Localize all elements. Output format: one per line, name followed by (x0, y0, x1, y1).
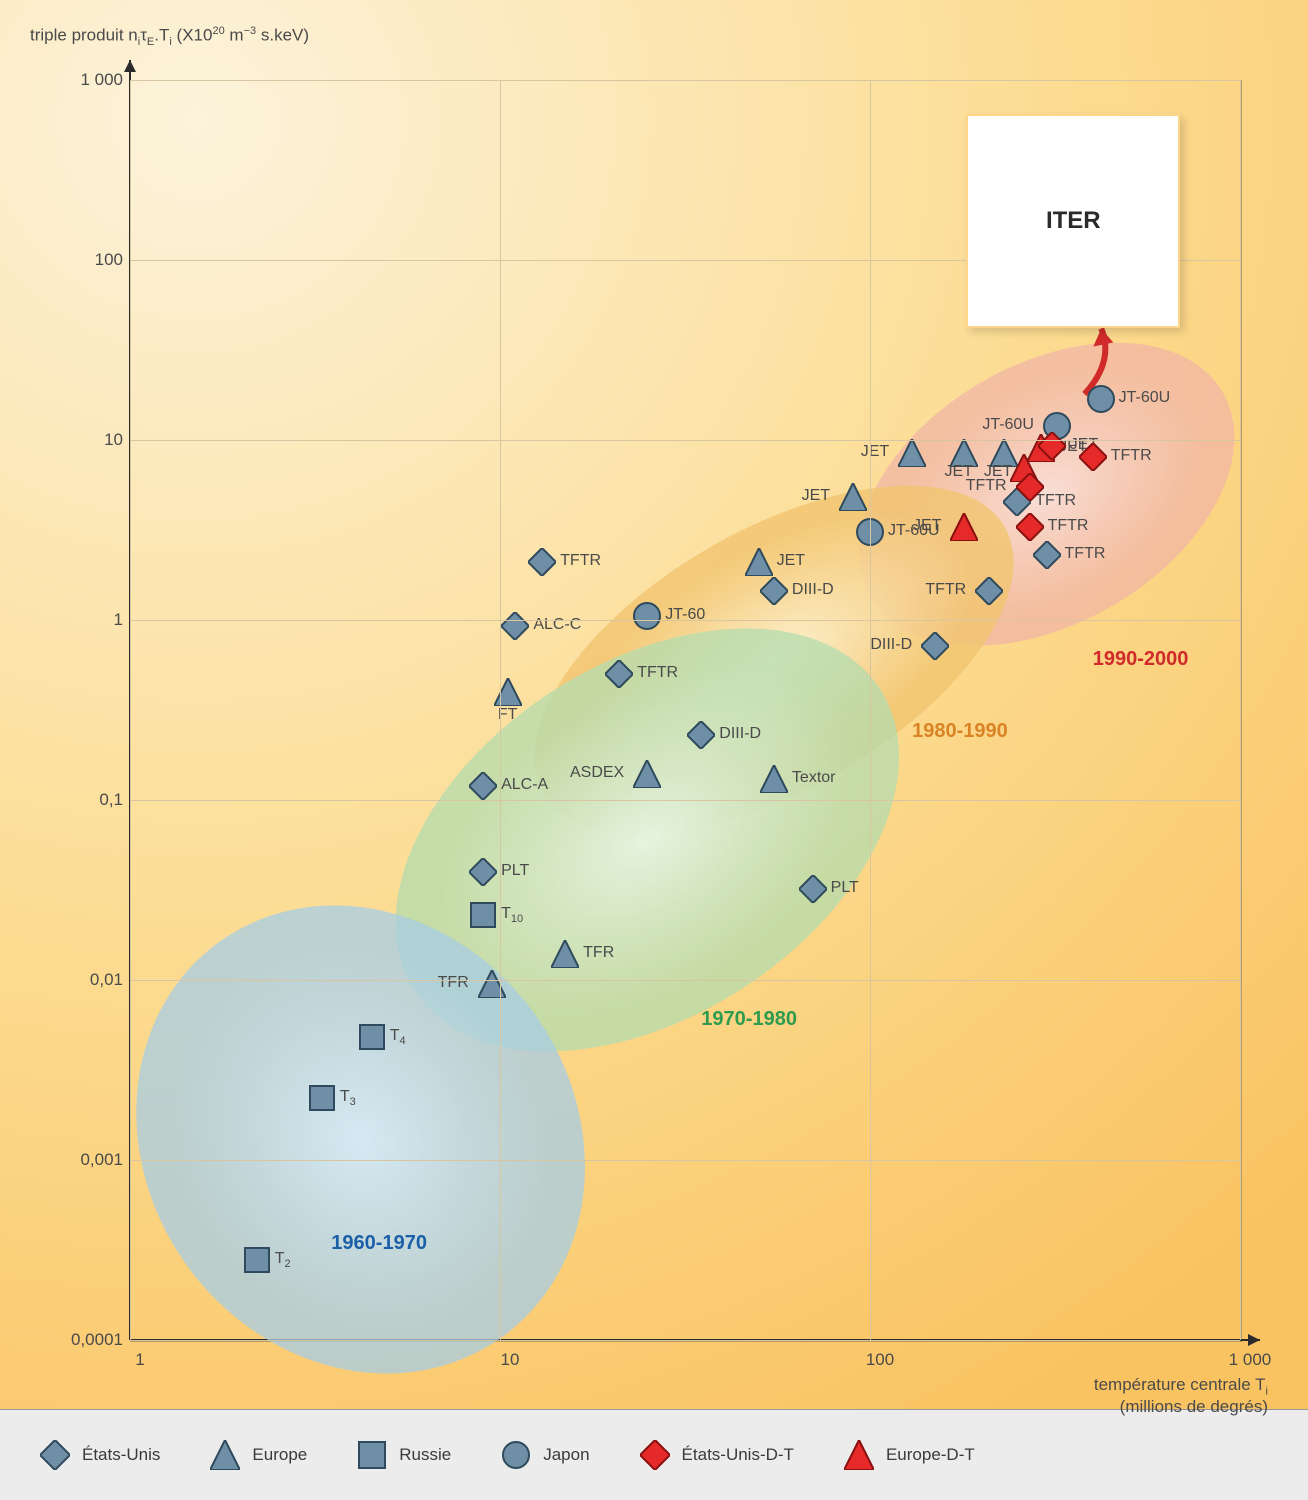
legend-item: Europe (210, 1440, 307, 1470)
gridline-y (130, 980, 1240, 981)
y-tick: 100 (45, 250, 123, 270)
legend-label: Japon (543, 1445, 589, 1465)
legend-label: Europe (252, 1445, 307, 1465)
x-tick: 1 (110, 1350, 170, 1370)
legend: États-Unis Europe Russie Japon États-Unis-D-… (0, 1409, 1308, 1500)
y-tick: 0,0001 (45, 1330, 123, 1350)
gridline-y (130, 1160, 1240, 1161)
era-label: 1960-1970 (331, 1232, 427, 1255)
legend-label: Europe-D-T (886, 1445, 975, 1465)
gridline-x (870, 80, 871, 1340)
legend-item: États-Unis (40, 1440, 160, 1470)
x-tick: 10 (480, 1350, 540, 1370)
era-label: 1970-1980 (701, 1008, 797, 1031)
legend-item: Japon (501, 1440, 589, 1470)
x-axis-label: température centrale Ti(millions de degr… (1018, 1375, 1268, 1417)
diamond-icon (640, 1440, 670, 1470)
gridline-x (1240, 80, 1241, 1340)
iter-box: ITER (966, 114, 1180, 328)
era-label: 1990-2000 (1093, 648, 1189, 671)
chart-page: T2T3T4TFRTFRT10PLTPLTALC-AFTASDEXTextorD… (0, 0, 1308, 1500)
diamond-icon (40, 1440, 70, 1470)
y-tick: 0,1 (45, 790, 123, 810)
y-tick: 0,001 (45, 1150, 123, 1170)
y-tick: 1 (45, 610, 123, 630)
legend-item: États-Unis-D-T (640, 1440, 794, 1470)
legend-label: États-Unis (82, 1445, 160, 1465)
gridline-y (130, 800, 1240, 801)
square-icon (357, 1440, 387, 1470)
y-tick: 10 (45, 430, 123, 450)
circle-icon (501, 1440, 531, 1470)
triangle-icon (210, 1440, 240, 1470)
x-tick: 1 000 (1220, 1350, 1280, 1370)
gridline-y (130, 80, 1240, 81)
y-axis-label: triple produit niτE.Ti (X1020 m−3 s.keV) (30, 25, 530, 48)
legend-item: Russie (357, 1440, 451, 1470)
gridline-y (130, 1340, 1240, 1341)
y-tick: 1 000 (45, 70, 123, 90)
x-tick: 100 (850, 1350, 910, 1370)
gridline-y (130, 620, 1240, 621)
legend-label: Russie (399, 1445, 451, 1465)
y-tick: 0,01 (45, 970, 123, 990)
gridline-x (130, 80, 131, 1340)
era-label: 1980-1990 (912, 720, 1008, 743)
triangle-icon (844, 1440, 874, 1470)
legend-label: États-Unis-D-T (682, 1445, 794, 1465)
legend-item: Europe-D-T (844, 1440, 975, 1470)
gridline-y (130, 440, 1240, 441)
gridline-x (500, 80, 501, 1340)
